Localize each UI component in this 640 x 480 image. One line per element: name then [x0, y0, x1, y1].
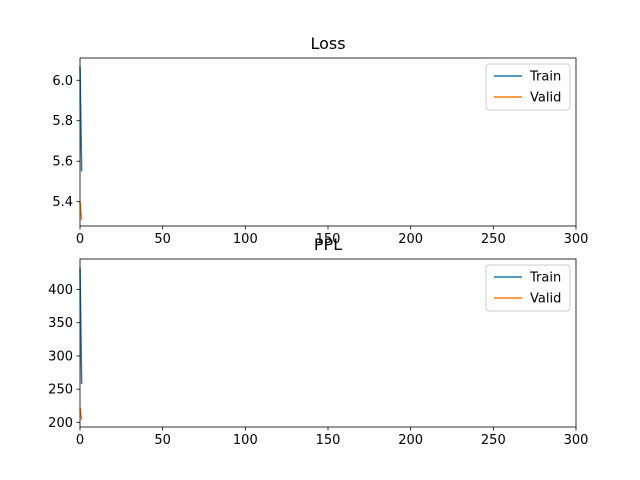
loss-x-tick-label: 100 — [233, 232, 258, 247]
ppl-title: PPL — [314, 235, 342, 254]
loss-x-tick-label: 300 — [564, 232, 589, 247]
ppl-y-tick-label: 250 — [48, 383, 73, 398]
ppl-legend-label-train: Train — [529, 271, 561, 286]
ppl-y-tick-label: 350 — [48, 316, 73, 331]
loss-x-tick-label: 200 — [398, 232, 423, 247]
ppl-x-tick-label: 150 — [316, 433, 341, 448]
loss-title: Loss — [310, 34, 345, 53]
ppl-legend: Train Valid — [485, 264, 571, 312]
ppl-x-tick-label: 200 — [398, 433, 423, 448]
ppl-y-tick-label: 200 — [48, 416, 73, 431]
ppl-x-tick-label: 300 — [564, 433, 589, 448]
loss-y-tick-label: 5.4 — [52, 195, 73, 210]
loss-legend-label-valid: Valid — [530, 91, 561, 106]
loss-y-tick-label: 5.8 — [52, 114, 73, 129]
ppl-y-tick-label: 400 — [48, 283, 73, 298]
loss-legend: Train Valid — [485, 63, 571, 111]
ppl-x-tick-label: 250 — [481, 433, 506, 448]
ppl-legend-label-valid: Valid — [530, 292, 561, 307]
ppl-x-tick-label: 50 — [154, 433, 171, 448]
loss-x-tick-label: 0 — [76, 232, 84, 247]
loss-legend-label-train: Train — [529, 70, 561, 85]
ppl-x-tick-label: 0 — [76, 433, 84, 448]
loss-x-tick-label: 50 — [154, 232, 171, 247]
ppl-y-tick-label: 300 — [48, 349, 73, 364]
loss-x-tick-label: 250 — [481, 232, 506, 247]
ppl-plot: 0 50 100 150 200 250 300 200 250 300 350 400 PPL Trai… — [48, 235, 588, 448]
loss-plot: 0 50 100 150 200 250 300 5.4 5.6 5.8 6.0 Loss Train V… — [52, 34, 588, 247]
ppl-x-tick-label: 100 — [233, 433, 258, 448]
loss-y-tick-label: 5.6 — [52, 155, 73, 170]
loss-y-tick-label: 6.0 — [52, 74, 73, 89]
loss-x-tick-label: 150 — [316, 232, 341, 247]
